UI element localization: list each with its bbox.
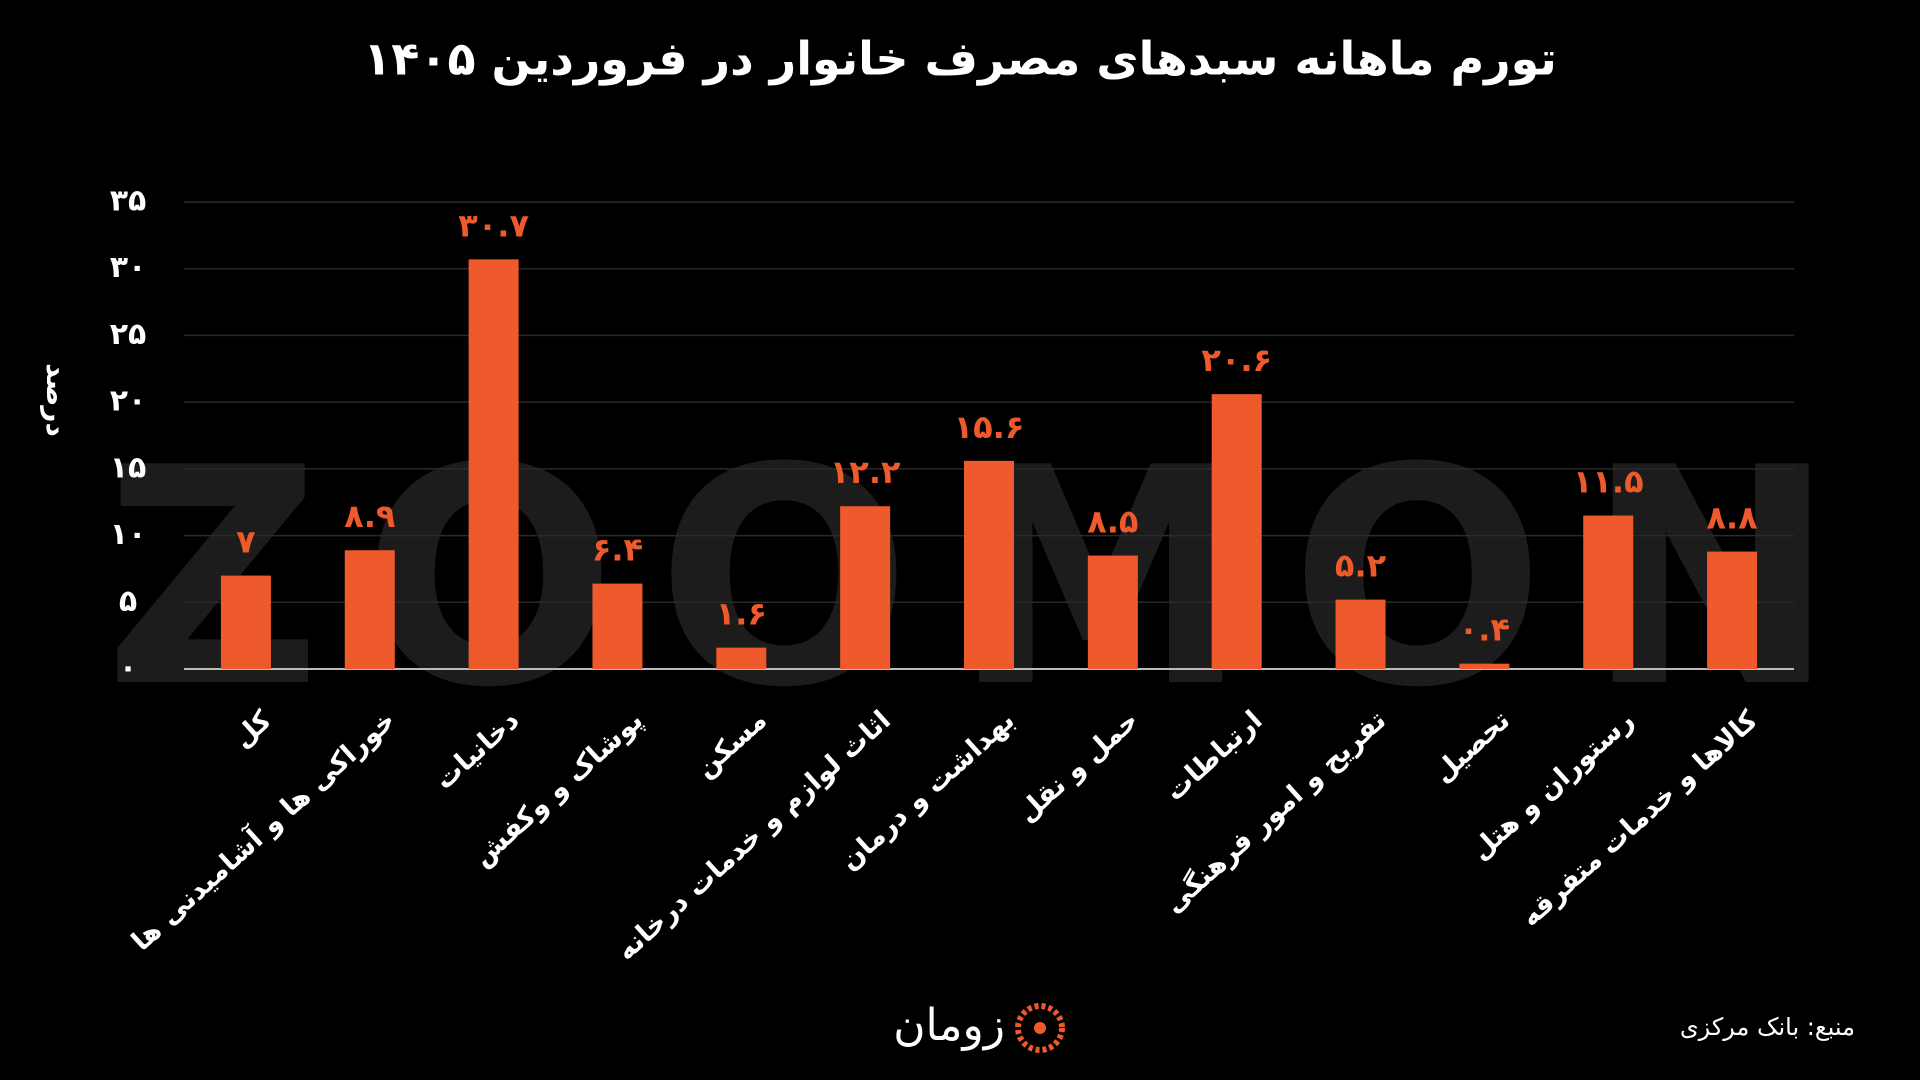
value-label: ۰.۴	[1459, 611, 1510, 649]
value-label: ۸.۹	[344, 497, 395, 535]
y-tick-label: ۲۵	[110, 317, 147, 352]
value-label: ۲۰.۶	[1201, 341, 1272, 379]
value-label: ۵.۲	[1335, 547, 1387, 585]
logo-icon	[1015, 1003, 1065, 1053]
y-tick-label: ۲۰	[110, 384, 147, 419]
value-label: ۱۲.۲	[830, 453, 901, 491]
source: منبع: بانک مرکزی	[1680, 1013, 1855, 1041]
bar	[1707, 551, 1758, 669]
bar	[1459, 663, 1510, 669]
value-label: ۱۵.۶	[954, 408, 1025, 446]
y-tick-label: ۳۵	[110, 184, 147, 219]
y-tick-label: ۵	[119, 584, 137, 619]
y-tick-label: ۱۰	[110, 517, 147, 552]
bar	[1087, 555, 1138, 669]
bar	[592, 583, 643, 669]
value-label: ۶.۴	[592, 531, 643, 569]
y-tick-label: ۳۰	[110, 250, 147, 285]
value-label: ۱۱.۵	[1573, 463, 1644, 501]
bar	[1583, 515, 1634, 669]
bar	[1211, 394, 1262, 669]
value-label: ۱.۶	[716, 595, 767, 633]
value-label: ۸.۵	[1087, 503, 1138, 541]
bar	[964, 460, 1014, 669]
value-label: ۳۰.۷	[458, 206, 529, 244]
value-label: ۸.۸	[1706, 499, 1758, 537]
logo-dot	[1034, 1022, 1046, 1034]
chart-title: تورم ماهانه سبدهای مصرف خانوار در فروردی…	[363, 32, 1557, 86]
bar	[716, 647, 767, 669]
bar	[1335, 599, 1386, 669]
value-label: ۷	[236, 523, 256, 561]
bar	[840, 506, 891, 669]
bar	[220, 575, 271, 669]
y-tick-label: ۰	[119, 651, 137, 686]
logo: زومان	[893, 1000, 1065, 1053]
logo-text: زومان	[893, 1000, 1005, 1051]
y-axis-label: درصد	[40, 363, 73, 437]
bar	[468, 259, 519, 669]
bar	[344, 550, 395, 669]
y-tick-label: ۱۵	[110, 450, 147, 485]
